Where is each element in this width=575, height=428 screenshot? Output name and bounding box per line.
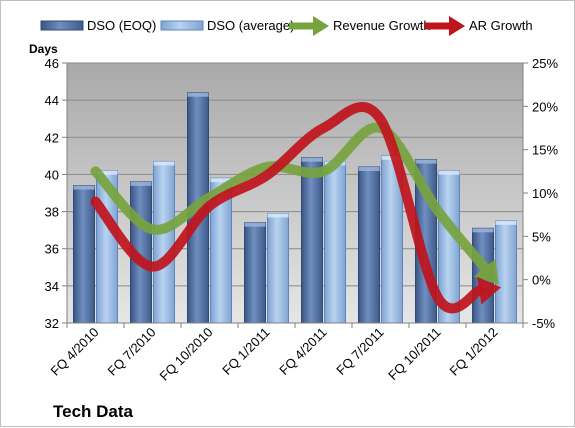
arrowhead-ar-growth <box>477 276 502 305</box>
y-left-tick-label: 32 <box>45 316 59 331</box>
y-axis-title: Days <box>29 42 58 56</box>
y-left-tick-label: 36 <box>45 242 59 257</box>
legend-swatch-dso-eoq <box>40 20 84 31</box>
bar-top-highlight <box>210 178 232 183</box>
x-tick-label: FQ 4/2010 <box>48 325 102 379</box>
line-revenue-growth <box>90 122 490 273</box>
y-right-tick-label: -5% <box>532 316 556 331</box>
y-right-tick-label: 5% <box>532 229 551 244</box>
bar-dso-average <box>267 212 289 324</box>
x-tick-label: FQ 1/2011 <box>219 325 272 378</box>
legend-swatch-dso-average <box>160 20 204 31</box>
bar-top-highlight <box>153 161 175 166</box>
y-left-tick-label: 44 <box>45 93 59 108</box>
legend-arrow-ar-growth <box>449 16 465 36</box>
bar-top-highlight <box>472 228 494 233</box>
y-right-tick-label: 20% <box>532 99 558 114</box>
x-tick-label: FQ 7/2011 <box>333 325 386 378</box>
bar-top-highlight <box>187 92 209 97</box>
legend-label-dso-average: DSO (average) <box>207 18 294 33</box>
x-tick-label: FQ 10/2011 <box>385 325 443 383</box>
legend-arrow-revenue-growth <box>313 16 329 36</box>
y-left-tick-label: 40 <box>45 167 59 182</box>
x-tick-label: FQ 1/2012 <box>447 325 501 379</box>
bar-top-highlight <box>415 159 437 164</box>
y-left-tick-label: 38 <box>45 205 59 220</box>
bar-top-highlight <box>130 181 152 186</box>
y-right-tick-label: 10% <box>532 186 558 201</box>
bar-top-highlight <box>358 167 380 171</box>
bar-dso-average <box>324 160 346 324</box>
bar-top-highlight <box>244 222 266 227</box>
x-tick-label: FQ 4/2011 <box>276 325 329 378</box>
y-left-tick-label: 34 <box>45 279 59 294</box>
y-right-tick-label: 15% <box>532 143 558 158</box>
bar-top-highlight <box>96 170 118 175</box>
bar-top-highlight <box>438 170 460 175</box>
x-tick-label: FQ 10/2010 <box>156 325 215 384</box>
legend-label-revenue-growth: Revenue Growth <box>333 18 431 33</box>
bar-dso-eoq <box>73 185 95 324</box>
legend-label-dso-eoq: DSO (EOQ) <box>87 18 156 33</box>
line-ar-growth <box>90 102 485 314</box>
legend-label-ar-growth: AR Growth <box>469 18 533 33</box>
bar-top-highlight <box>301 157 323 162</box>
y-left-tick-label: 46 <box>45 56 59 71</box>
bar-top-highlight <box>495 220 517 225</box>
bar-dso-average <box>495 220 517 324</box>
y-right-tick-label: 25% <box>532 56 558 71</box>
x-tick-label: FQ 7/2010 <box>105 325 159 379</box>
bar-dso-average <box>153 160 175 324</box>
bar-dso-eoq <box>358 166 380 324</box>
y-right-tick-label: 0% <box>532 273 551 288</box>
bar-dso-eoq <box>301 157 323 324</box>
bar-top-highlight <box>73 185 95 190</box>
chart-title: Tech Data <box>53 402 134 421</box>
y-left-tick-label: 42 <box>45 130 59 145</box>
bar-dso-eoq <box>244 222 266 324</box>
bar-top-highlight <box>267 213 289 218</box>
